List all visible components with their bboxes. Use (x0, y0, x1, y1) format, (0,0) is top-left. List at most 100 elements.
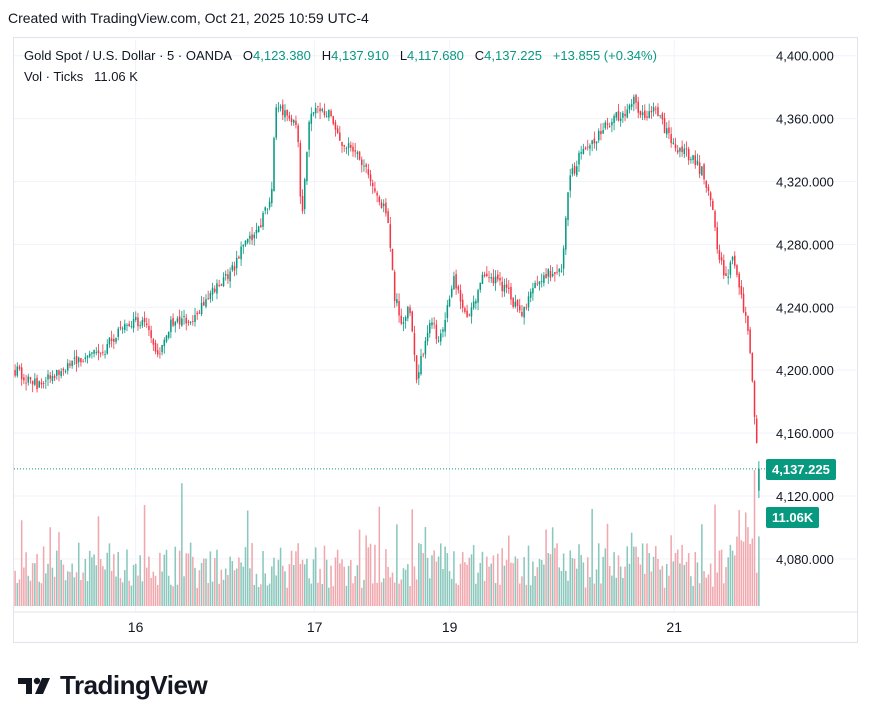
candle-body (211, 287, 214, 295)
volume-bar (328, 587, 330, 606)
candle-body (729, 262, 732, 275)
candle-body (16, 366, 19, 376)
volume-bar (740, 540, 743, 606)
volume-label[interactable]: Vol · Ticks (24, 69, 84, 84)
volume-bar (720, 549, 723, 606)
volume-bar (681, 544, 683, 606)
candle-body (492, 277, 495, 284)
candle-body (442, 329, 444, 332)
volume-bar (154, 575, 157, 606)
volume-bar (611, 575, 613, 606)
candle-body (282, 104, 284, 116)
volume-bar (389, 577, 392, 606)
y-tick-label: 4,160.000 (776, 426, 834, 441)
volume-bar (554, 547, 556, 606)
candle-body (547, 269, 550, 277)
volume-bar (275, 575, 277, 606)
volume-bar (323, 545, 326, 606)
candle-body (205, 299, 207, 307)
volume-bar (450, 578, 453, 606)
candle-body (385, 202, 387, 214)
volume-bar (49, 527, 51, 606)
volume-bar (42, 546, 45, 606)
volume-bar (424, 527, 427, 606)
candle-body (62, 368, 65, 371)
candle-body (586, 146, 589, 148)
candle-body (505, 284, 508, 288)
candle-body (42, 383, 45, 384)
volume-bar (178, 550, 181, 606)
volume-bar (246, 510, 249, 606)
volume-bar (295, 551, 297, 606)
tradingview-logo[interactable]: TradingView (16, 670, 208, 701)
volume-bar (80, 579, 82, 606)
volume-bar (319, 568, 321, 606)
volume-bar (703, 571, 705, 606)
volume-bar (374, 544, 376, 606)
volume-bar (360, 587, 363, 606)
candle-body (51, 375, 54, 381)
candle-body (93, 350, 95, 354)
volume-bar (529, 585, 532, 606)
candle-body (556, 271, 558, 273)
candle-body (148, 325, 150, 331)
volume-bar (404, 569, 407, 606)
candle-body (126, 325, 128, 326)
volume-bar (53, 576, 56, 606)
candle-body (683, 148, 686, 155)
volume-bar (411, 509, 414, 606)
candle-body (150, 330, 152, 338)
candle-body (268, 201, 271, 208)
candle-body (185, 317, 188, 324)
candle-body (257, 226, 260, 233)
volume-bar (152, 571, 155, 606)
candle-body (690, 159, 692, 161)
candle-body (503, 284, 506, 292)
candle-body (189, 321, 192, 323)
candle-body (319, 108, 321, 112)
volume-bar (655, 546, 657, 606)
symbol-label[interactable]: Gold Spot / U.S. Dollar · 5 · OANDA (24, 48, 233, 63)
volume-bar (378, 506, 381, 606)
candle-body (679, 147, 681, 152)
volume-bar (339, 563, 341, 606)
candle-body (617, 111, 620, 121)
candle-body (755, 418, 758, 443)
volume-bar (549, 554, 552, 606)
volume-bar (233, 570, 236, 606)
volume-bar (187, 553, 190, 606)
volume-bar (540, 559, 543, 606)
candle-body (91, 352, 93, 354)
candle-body (350, 144, 352, 148)
volume-bar (712, 586, 714, 606)
volume-bar (244, 547, 247, 606)
volume-bar (648, 553, 650, 606)
candle-body (510, 286, 512, 300)
candle-body (288, 115, 291, 119)
candle-body (446, 305, 449, 318)
candle-body (27, 376, 30, 383)
volume-bar (415, 579, 418, 606)
chart-panel (13, 37, 858, 643)
volume-bar (565, 570, 567, 606)
volume-bar (29, 580, 32, 606)
volume-bar (163, 554, 166, 606)
candle-body (567, 192, 569, 221)
volume-bar (718, 550, 721, 606)
volume-bar (468, 557, 471, 606)
tradingview-logo-icon (18, 677, 50, 694)
volume-bar (472, 545, 475, 606)
candle-body (56, 369, 58, 376)
candle-body (523, 306, 525, 318)
candle-body (674, 144, 677, 149)
candle-body (38, 381, 41, 388)
candle-body (317, 106, 319, 108)
candle-body (439, 333, 442, 342)
volume-bar (102, 566, 104, 606)
candle-body (84, 357, 87, 359)
volume-bar (470, 554, 473, 606)
candle-body (286, 109, 288, 116)
volume-bar (580, 554, 582, 606)
candle-body (635, 95, 637, 103)
candle-body (358, 151, 361, 160)
